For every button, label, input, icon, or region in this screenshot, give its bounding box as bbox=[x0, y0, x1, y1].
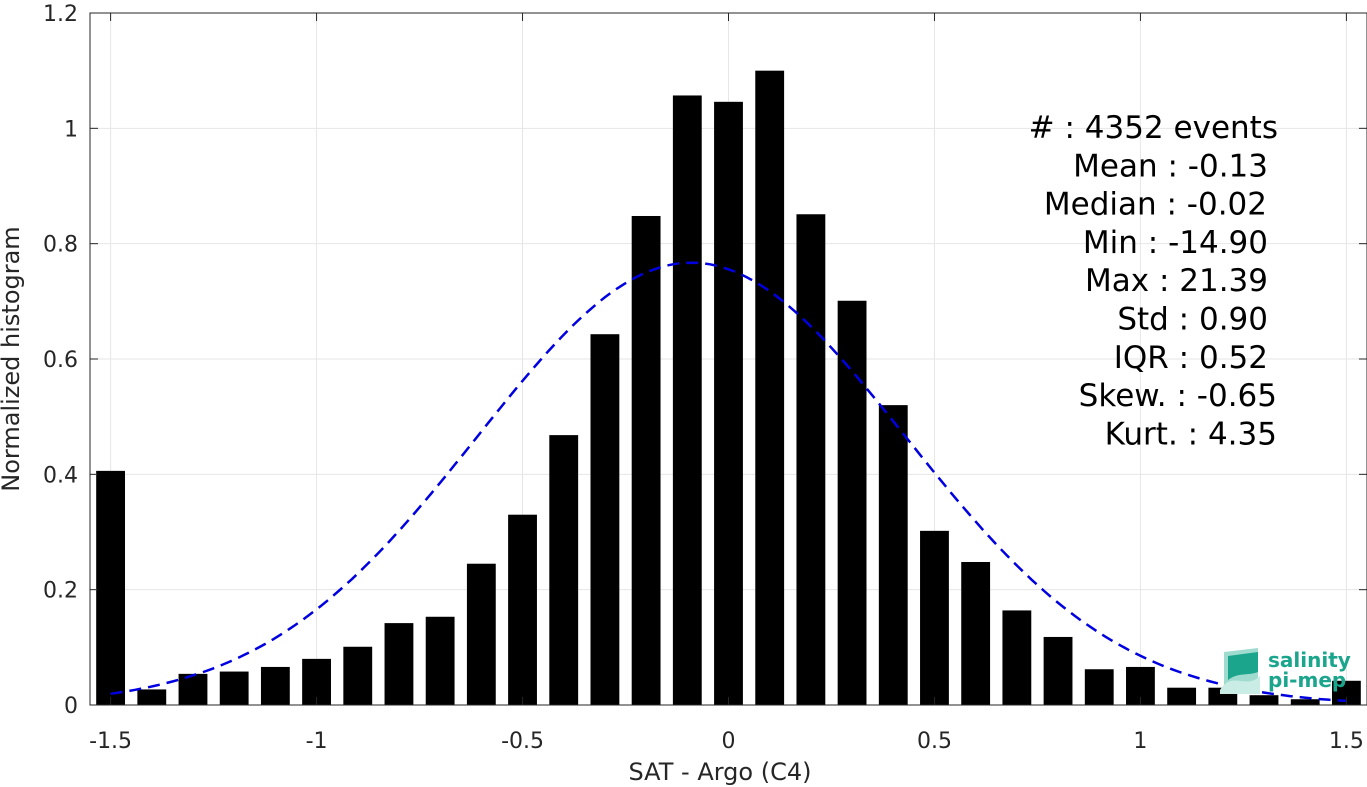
stat-line: Mean : -0.13 bbox=[1073, 148, 1268, 184]
histogram-bar bbox=[260, 666, 290, 705]
histogram-bar bbox=[1167, 687, 1197, 705]
x-tick-label: 0.5 bbox=[917, 729, 952, 754]
histogram-bar bbox=[672, 95, 702, 706]
y-tick-label: 1 bbox=[64, 117, 78, 142]
histogram-bar bbox=[920, 530, 949, 705]
histogram-bar bbox=[384, 623, 414, 705]
histogram-bar bbox=[837, 300, 867, 705]
logo-text-salinity: salinity bbox=[1268, 648, 1351, 672]
x-tick-label: 1 bbox=[1133, 729, 1147, 754]
histogram-bar bbox=[1290, 699, 1320, 705]
histogram-bar bbox=[425, 616, 455, 705]
stat-line: Std : 0.90 bbox=[1117, 302, 1268, 338]
histogram-bar bbox=[631, 215, 661, 705]
y-tick-label: 0.6 bbox=[43, 348, 78, 373]
histogram-bar bbox=[96, 470, 126, 705]
x-tick-label: -1 bbox=[306, 729, 328, 754]
histogram-bar bbox=[1002, 610, 1032, 705]
stat-line: Kurt. : 4.35 bbox=[1105, 416, 1277, 452]
stat-line: Skew. : -0.65 bbox=[1079, 378, 1277, 414]
histogram-bar bbox=[878, 405, 908, 705]
histogram-bar bbox=[343, 646, 373, 705]
histogram-bar bbox=[961, 561, 991, 705]
stat-line: Median : -0.02 bbox=[1044, 187, 1267, 223]
x-tick-label: -0.5 bbox=[501, 729, 544, 754]
histogram-bar bbox=[1249, 695, 1279, 705]
logo-text-pi-mep: pi-mep bbox=[1268, 668, 1346, 692]
histogram-bar bbox=[137, 689, 167, 705]
histogram-bar bbox=[590, 334, 620, 705]
x-tick-label: 1.5 bbox=[1329, 729, 1364, 754]
x-tick-label: -1.5 bbox=[89, 729, 132, 754]
y-tick-label: 0.4 bbox=[43, 463, 78, 488]
y-tick-label: 1.2 bbox=[43, 2, 78, 27]
x-tick-label: 0 bbox=[722, 729, 736, 754]
histogram-bar bbox=[1084, 669, 1114, 705]
stat-line: Min : -14.90 bbox=[1083, 225, 1268, 261]
y-tick-label: 0.8 bbox=[43, 233, 78, 258]
x-axis-label: SAT - Argo (C4) bbox=[629, 758, 812, 786]
histogram-bar bbox=[755, 70, 785, 705]
y-tick-label: 0 bbox=[64, 694, 78, 719]
histogram-bar bbox=[1043, 636, 1073, 705]
histogram-bar bbox=[178, 673, 208, 705]
logo-icon bbox=[1220, 648, 1260, 694]
x-tick-labels: -1.5 -1 -0.5 0 0.5 1 1.5 bbox=[89, 729, 1364, 754]
histogram-bar bbox=[714, 101, 743, 706]
histogram-bar bbox=[796, 214, 826, 706]
histogram-bar bbox=[549, 435, 579, 705]
stat-line: # : 4352 events bbox=[1029, 110, 1278, 146]
gaussian-fit-curve bbox=[110, 261, 1347, 703]
histogram-bar bbox=[466, 563, 496, 705]
y-tick-labels: 0 0.2 0.4 0.6 0.8 1 1.2 bbox=[43, 2, 78, 719]
salinity-pi-mep-logo: salinity pi-mep bbox=[1220, 648, 1351, 694]
stat-line: Max : 21.39 bbox=[1085, 263, 1268, 299]
histogram-bar bbox=[219, 671, 249, 705]
y-axis-label: Normalized histogram bbox=[0, 226, 25, 491]
stat-line: IQR : 0.52 bbox=[1114, 340, 1268, 376]
histogram-bar bbox=[508, 514, 537, 705]
y-tick-label: 0.2 bbox=[43, 579, 78, 604]
histogram-bars bbox=[96, 70, 1361, 706]
axis-ticks bbox=[90, 12, 1367, 706]
